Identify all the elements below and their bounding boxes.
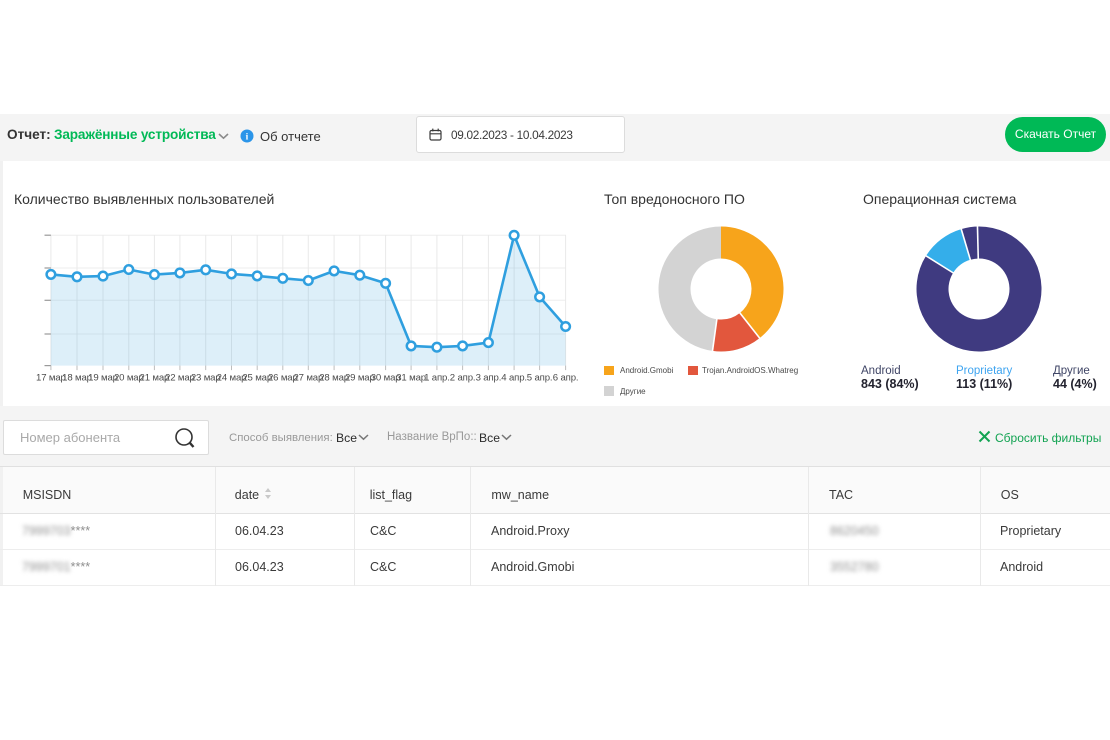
svg-text:17 мар: 17 мар [36, 373, 66, 384]
svg-text:1 апр.: 1 апр. [424, 373, 450, 384]
svg-text:20 мар: 20 мар [114, 373, 144, 384]
svg-text:30 мар: 30 мар [371, 373, 401, 384]
svg-text:i: i [246, 133, 249, 143]
svg-text:21 мар: 21 мар [140, 373, 170, 384]
svg-text:27 мар: 27 мар [293, 373, 323, 384]
svg-text:29 мар: 29 мар [345, 373, 375, 384]
svg-text:18 мар: 18 мар [62, 373, 92, 384]
svg-text:23 мар: 23 мар [191, 373, 221, 384]
svg-text:28 мар: 28 мар [319, 373, 349, 384]
svg-text:26 мар: 26 мар [268, 373, 298, 384]
svg-text:6 апр.: 6 апр. [553, 373, 579, 384]
svg-text:31 мар: 31 мар [396, 373, 426, 384]
svg-text:19 мар: 19 мар [88, 373, 118, 384]
svg-text:22 мар: 22 мар [165, 373, 195, 384]
svg-text:2 апр.: 2 апр. [450, 373, 476, 384]
svg-text:3 апр.: 3 апр. [476, 373, 502, 384]
svg-text:4 апр.: 4 апр. [501, 373, 527, 384]
svg-text:5 апр.: 5 апр. [527, 373, 553, 384]
svg-text:24 мар: 24 мар [217, 373, 247, 384]
svg-text:25 мар: 25 мар [242, 373, 272, 384]
